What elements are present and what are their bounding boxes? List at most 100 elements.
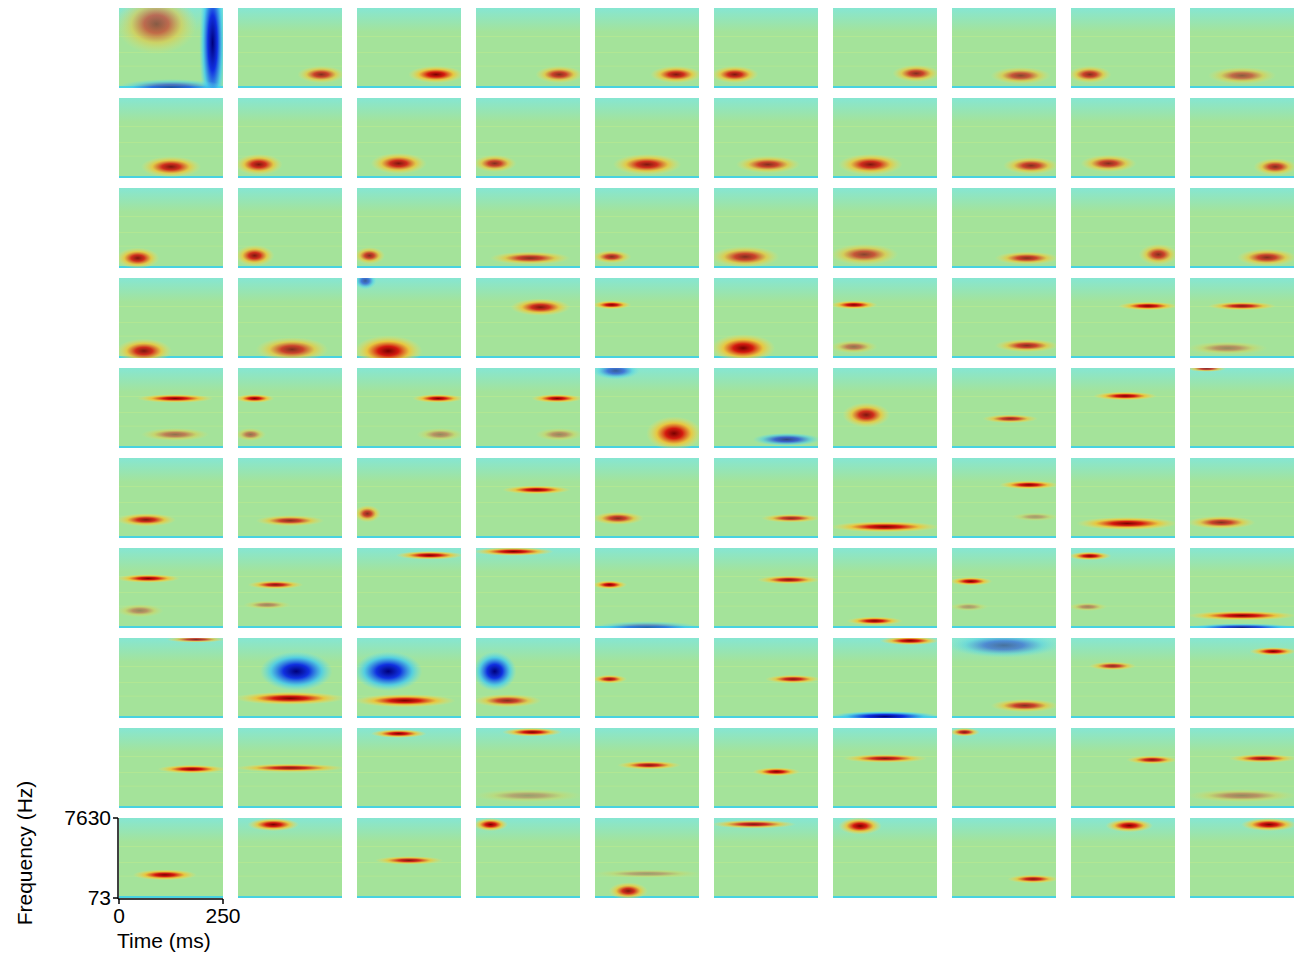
- feature: [357, 335, 422, 358]
- panel-edge: [833, 806, 937, 808]
- texture: [952, 396, 1056, 397]
- panel-shade: [119, 458, 223, 482]
- texture: [1071, 862, 1175, 863]
- feature: [595, 368, 640, 379]
- panel-shade: [238, 98, 342, 122]
- panel-edge: [833, 266, 937, 268]
- panel: [119, 818, 223, 898]
- texture: [238, 306, 342, 307]
- texture: [1190, 126, 1294, 127]
- texture: [833, 786, 937, 787]
- texture: [595, 36, 699, 37]
- panel: [476, 728, 580, 808]
- feature: [166, 638, 223, 643]
- panel-shade: [952, 188, 1056, 212]
- feature: [119, 8, 197, 54]
- texture: [476, 232, 580, 233]
- feature: [736, 156, 800, 173]
- texture: [238, 486, 342, 487]
- texture: [1071, 232, 1175, 233]
- feature: [1249, 647, 1294, 656]
- feature: [1190, 342, 1268, 355]
- panel: [1071, 8, 1175, 88]
- feature: [357, 247, 385, 264]
- panel: [476, 818, 580, 898]
- panel: [714, 818, 818, 898]
- panel-background: [833, 818, 937, 898]
- panel-background: [714, 818, 818, 898]
- panel-shade: [952, 548, 1056, 572]
- panel: [714, 638, 818, 718]
- x-tick-label: 250: [205, 904, 240, 927]
- panel-edge: [357, 266, 461, 268]
- texture: [833, 862, 937, 863]
- texture: [833, 502, 937, 503]
- texture: [119, 216, 223, 217]
- feature: [1208, 302, 1276, 311]
- texture: [357, 606, 461, 607]
- y-tick: [113, 897, 118, 899]
- panel-shade: [119, 548, 223, 572]
- texture: [119, 426, 223, 427]
- panel-edge: [1071, 266, 1175, 268]
- feature: [141, 428, 209, 441]
- panel-background: [238, 638, 342, 718]
- panel-edge: [357, 626, 461, 628]
- texture: [1190, 862, 1294, 863]
- panel-shade: [357, 818, 461, 842]
- texture: [119, 126, 223, 127]
- texture: [119, 862, 223, 863]
- texture: [238, 336, 342, 337]
- texture: [595, 772, 699, 773]
- texture: [119, 786, 223, 787]
- texture: [476, 322, 580, 323]
- panel: [1071, 458, 1175, 538]
- panel: [833, 98, 937, 178]
- feature: [952, 638, 1056, 658]
- texture: [833, 772, 937, 773]
- feature: [412, 394, 461, 403]
- texture: [1190, 786, 1294, 787]
- panel: [595, 728, 699, 808]
- panel-background: [952, 818, 1056, 898]
- feature: [991, 67, 1051, 84]
- feature: [1190, 789, 1294, 802]
- panel-shade: [1071, 728, 1175, 752]
- texture: [1190, 156, 1294, 157]
- panel-edge: [833, 446, 937, 448]
- panel-shade: [476, 278, 580, 302]
- panel-edge: [1071, 716, 1175, 718]
- texture: [238, 126, 342, 127]
- texture: [357, 126, 461, 127]
- texture: [714, 412, 818, 413]
- panel-shade: [1190, 548, 1294, 572]
- panel-background: [1071, 278, 1175, 358]
- panel-shade: [238, 548, 342, 572]
- texture: [714, 502, 818, 503]
- panel: [833, 458, 937, 538]
- panel-edge: [1071, 626, 1175, 628]
- texture: [357, 576, 461, 577]
- texture: [119, 246, 223, 247]
- panel-edge: [1071, 356, 1175, 358]
- feature: [833, 711, 937, 718]
- panel: [952, 188, 1056, 268]
- feature: [357, 694, 456, 707]
- texture: [595, 246, 699, 247]
- texture: [714, 142, 818, 143]
- feature: [838, 154, 902, 175]
- panel-background: [1190, 8, 1294, 88]
- panel-shade: [1190, 188, 1294, 212]
- texture: [952, 862, 1056, 863]
- panel-background: [952, 8, 1056, 88]
- panel-edge: [714, 896, 818, 898]
- panel-shade: [476, 188, 580, 212]
- panel-background: [952, 548, 1056, 628]
- panel: [1190, 818, 1294, 898]
- texture: [714, 486, 818, 487]
- panel-background: [238, 458, 342, 538]
- texture: [595, 232, 699, 233]
- panel: [714, 98, 818, 178]
- texture: [357, 486, 461, 487]
- panel-background: [595, 818, 699, 898]
